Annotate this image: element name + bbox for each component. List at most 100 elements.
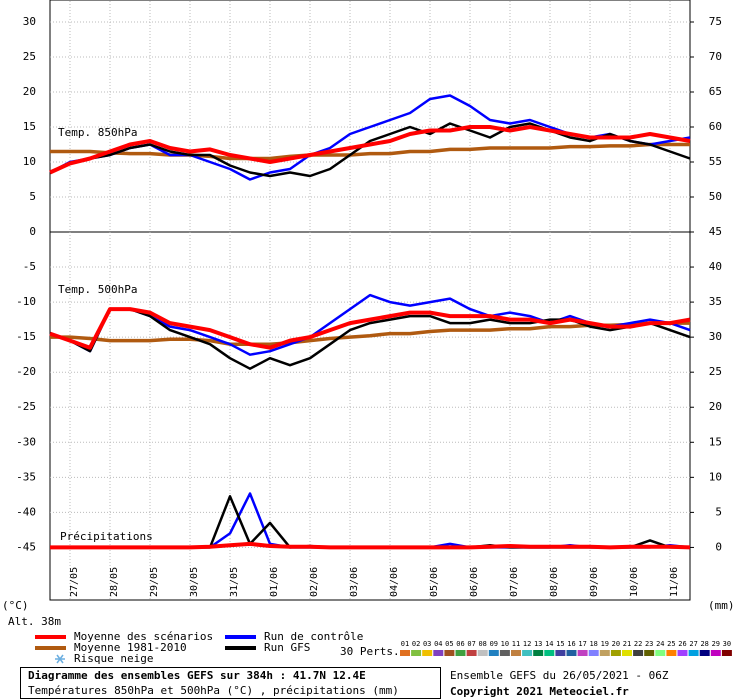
perturbation-label: 04 [434, 640, 442, 648]
x-tick-label: 05/06 [429, 567, 440, 597]
perturbation-swatch [633, 650, 644, 656]
perturbation-swatch [455, 650, 466, 656]
perturbation-swatch [655, 650, 666, 656]
perturbation-label: 28 [700, 640, 708, 648]
perturbation-label: 06 [456, 640, 464, 648]
perturbation-label: 25 [667, 640, 675, 648]
y2-tick-label: 10 [709, 470, 722, 483]
y2-unit: (mm) [708, 599, 735, 612]
y-tick-label: 10 [23, 155, 36, 168]
y-tick-label: -15 [16, 330, 36, 343]
perturbation-swatch [699, 650, 710, 656]
y2-tick-label: 40 [709, 260, 722, 273]
y2-tick-label: 25 [709, 365, 722, 378]
y-tick-label: -5 [23, 260, 36, 273]
perturbation-swatch [566, 650, 577, 656]
perturbation-label: 17 [578, 640, 586, 648]
perturbation-swatch [610, 650, 621, 656]
y-tick-label: -45 [16, 540, 36, 553]
perturbation-swatch [599, 650, 610, 656]
y2-tick-label: 70 [709, 50, 722, 63]
chart-title: Diagramme des ensembles GEFS sur 384h : … [28, 669, 366, 682]
x-tick-label: 28/05 [109, 567, 120, 597]
perturbation-label: 01 [401, 640, 409, 648]
perturbation-label: 27 [689, 640, 697, 648]
perturbation-swatch [721, 650, 732, 656]
perturbation-label: 26 [678, 640, 686, 648]
x-tick-label: 27/05 [69, 567, 80, 597]
perturbation-swatch [644, 650, 655, 656]
series-line [49, 307, 691, 350]
perturbation-swatch [533, 650, 544, 656]
perturbation-swatch [544, 650, 555, 656]
plot-frame [49, 0, 691, 601]
y2-tick-label: 0 [715, 540, 722, 553]
legend-label: Run de contrôle [264, 630, 363, 643]
y-tick-label: -40 [16, 505, 36, 518]
perturbation-label: 21 [623, 640, 631, 648]
perturbation-label: 29 [712, 640, 720, 648]
y2-tick-label: 20 [709, 400, 722, 413]
perturbation-label: 30 [723, 640, 731, 648]
x-tick-label: 04/06 [389, 567, 400, 597]
perturbation-label: 02 [412, 640, 420, 648]
panel-label: Précipitations [60, 530, 153, 543]
series-line [50, 142, 690, 161]
series-line [50, 541, 691, 550]
y2-tick-label: 60 [709, 120, 722, 133]
perturbation-swatch [422, 650, 433, 656]
panel-label: Temp. 500hPa [58, 283, 137, 296]
y-tick-label: -30 [16, 435, 36, 448]
perturbation-swatch [488, 650, 499, 656]
perturbation-swatch [622, 650, 632, 656]
perturbation-label: 05 [445, 640, 453, 648]
perturbation-swatch [677, 650, 688, 656]
perturbation-swatch [555, 650, 566, 656]
legend-label: Run GFS [264, 641, 310, 654]
perturbation-swatch [400, 650, 410, 656]
legend-label: Moyenne des scénarios [74, 630, 213, 643]
y-tick-label: -25 [16, 400, 36, 413]
y-tick-label: 5 [29, 190, 36, 203]
x-tick-label: 29/05 [149, 567, 160, 597]
perturbation-swatch [477, 650, 488, 656]
y2-tick-label: 45 [709, 225, 722, 238]
perturbation-label: 10 [501, 640, 509, 648]
y2-tick-label: 5 [715, 505, 722, 518]
y-tick-label: 25 [23, 50, 36, 63]
y2-tick-label: 75 [709, 15, 722, 28]
chart-subtitle: Températures 850hPa et 500hPa (°C) , pré… [28, 684, 399, 697]
x-tick-label: 11/06 [669, 567, 680, 597]
perturbation-label: 09 [490, 640, 498, 648]
title-box [20, 667, 441, 699]
x-tick-label: 30/05 [189, 567, 200, 597]
perturbation-label: 13 [534, 640, 542, 648]
perturbation-label: 08 [478, 640, 486, 648]
perturbation-label: 03 [423, 640, 431, 648]
perturbation-label: 24 [656, 640, 664, 648]
snow-icon [55, 654, 65, 664]
series-line [49, 307, 691, 370]
perturbation-swatch [710, 650, 721, 656]
perturbation-swatch [411, 650, 422, 656]
perturbation-label: 23 [645, 640, 653, 648]
perturbations-label: 30 Perts. [340, 645, 400, 658]
legend-label: Moyenne 1981-2010 [74, 641, 187, 654]
y2-tick-label: 30 [709, 330, 722, 343]
series-line [49, 122, 691, 178]
y2-tick-label: 65 [709, 85, 722, 98]
y-tick-label: -20 [16, 365, 36, 378]
perturbation-swatch [577, 650, 588, 656]
x-tick-label: 10/06 [629, 567, 640, 597]
perturbation-swatch [588, 650, 599, 656]
y-tick-label: 0 [29, 225, 36, 238]
x-tick-label: 06/06 [469, 567, 480, 597]
series-line [49, 125, 691, 175]
perturbation-label: 07 [467, 640, 475, 648]
copyright: Copyright 2021 Meteociel.fr [450, 685, 629, 698]
perturbation-label: 14 [545, 640, 553, 648]
y-tick-label: -35 [16, 470, 36, 483]
perturbation-swatch [433, 650, 444, 656]
